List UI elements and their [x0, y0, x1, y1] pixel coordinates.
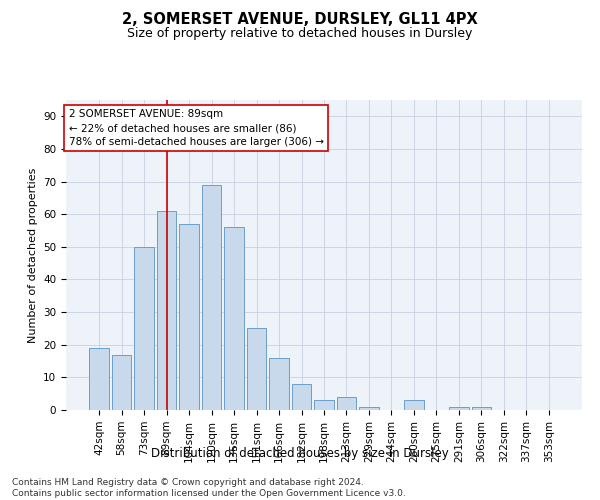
- Bar: [359, 406, 379, 410]
- Text: Distribution of detached houses by size in Dursley: Distribution of detached houses by size …: [151, 448, 449, 460]
- Text: 2 SOMERSET AVENUE: 89sqm
← 22% of detached houses are smaller (86)
78% of semi-d: 2 SOMERSET AVENUE: 89sqm ← 22% of detach…: [68, 110, 323, 148]
- Text: Size of property relative to detached houses in Dursley: Size of property relative to detached ho…: [127, 28, 473, 40]
- Text: Contains HM Land Registry data © Crown copyright and database right 2024.
Contai: Contains HM Land Registry data © Crown c…: [12, 478, 406, 498]
- Bar: [179, 224, 199, 410]
- Bar: [404, 400, 424, 410]
- Bar: [472, 406, 491, 410]
- Bar: [314, 400, 334, 410]
- Bar: [224, 228, 244, 410]
- Bar: [89, 348, 109, 410]
- Bar: [112, 354, 131, 410]
- Bar: [247, 328, 266, 410]
- Bar: [449, 406, 469, 410]
- Bar: [202, 185, 221, 410]
- Bar: [292, 384, 311, 410]
- Bar: [269, 358, 289, 410]
- Y-axis label: Number of detached properties: Number of detached properties: [28, 168, 38, 342]
- Bar: [134, 247, 154, 410]
- Bar: [157, 211, 176, 410]
- Text: 2, SOMERSET AVENUE, DURSLEY, GL11 4PX: 2, SOMERSET AVENUE, DURSLEY, GL11 4PX: [122, 12, 478, 28]
- Bar: [337, 397, 356, 410]
